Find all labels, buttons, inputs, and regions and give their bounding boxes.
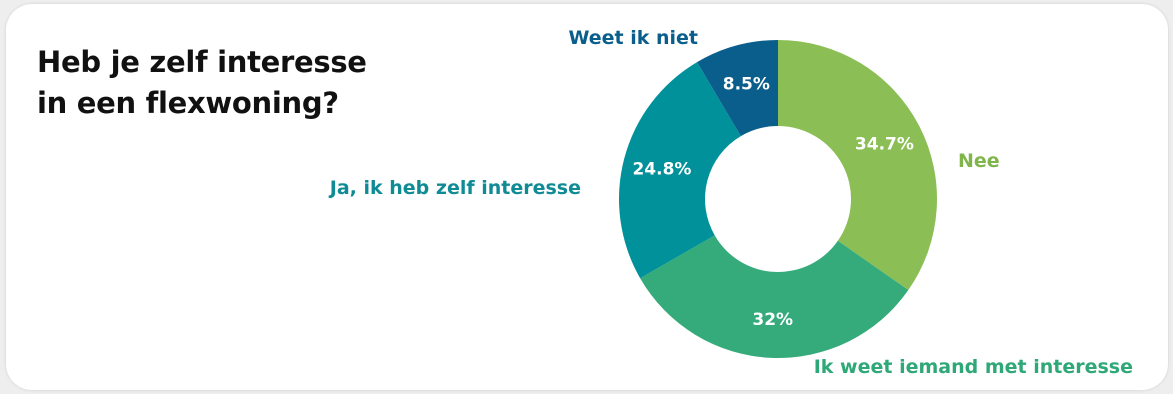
slice-value-label-weet-ik-niet: 8.5% [723,74,770,94]
chart-card: Heb je zelf interesse in een flexwoning? [6,4,1168,390]
chart-title-line-1: Heb je zelf interesse [37,45,367,79]
slice-value-label-ja-ik-heb-zelf-interesse: 24.8% [632,159,691,179]
donut-slice-ik-weet-iemand-met-interesse [640,235,909,358]
chart-title-line-2: in een flexwoning? [37,86,339,120]
slice-value-label-ik-weet-iemand-met-interesse: 32% [752,310,793,330]
chart-title: Heb je zelf interesse in een flexwoning? [37,42,457,124]
slice-category-label-nee: Nee [958,150,1000,172]
slice-category-label-ik-weet-iemand-met-interesse: Ik weet iemand met interesse [814,356,1133,378]
slice-value-label-nee: 34.7% [855,135,914,155]
donut-slice-nee [778,40,937,291]
donut-slice-ja-ik-heb-zelf-interesse [619,62,741,279]
slice-category-label-ja-ik-heb-zelf-interesse: Ja, ik heb zelf interesse [328,177,581,199]
donut-slice-weet-ik-niet [697,40,778,137]
slice-category-label-weet-ik-niet: Weet ik niet [568,27,698,49]
